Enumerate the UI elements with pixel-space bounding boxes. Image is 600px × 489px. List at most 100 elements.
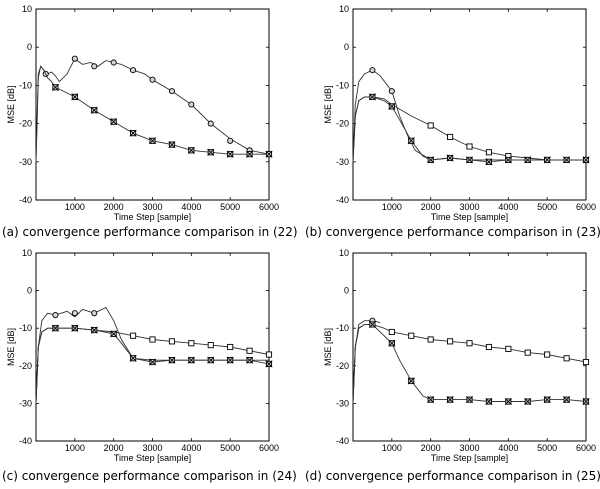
data-point-circle bbox=[91, 63, 98, 70]
marker-cross bbox=[465, 396, 474, 404]
y-tick-label: -20 bbox=[19, 119, 32, 129]
marker-cross bbox=[524, 156, 532, 164]
x-tick-label: 4000 bbox=[498, 202, 518, 212]
data-point-square bbox=[505, 345, 512, 352]
y-tick-label: -20 bbox=[19, 361, 32, 371]
x-tick-label: 4000 bbox=[181, 202, 201, 212]
chart-panel-1: 10 0 -10 -20 -30 -40 1000 2000 3000 4000 5000 6000 T… bbox=[305, 4, 600, 239]
marker-cross bbox=[148, 358, 157, 366]
data-point-circle bbox=[188, 101, 195, 108]
marker-cross bbox=[524, 398, 532, 406]
marker-cross bbox=[90, 106, 98, 114]
data-point-xsquare bbox=[446, 154, 454, 162]
marker-cross bbox=[246, 356, 254, 364]
chart-caption: (a) convergence performance comparison i… bbox=[2, 225, 298, 239]
y-tick-label: -40 bbox=[19, 436, 32, 446]
x-tick-label: 3000 bbox=[142, 443, 162, 453]
data-point-xsquare bbox=[265, 360, 273, 368]
marker-cross bbox=[563, 396, 571, 404]
data-point-square bbox=[466, 143, 473, 150]
data-point-square bbox=[582, 358, 590, 366]
data-point-xsquare bbox=[388, 102, 396, 110]
data-point-square bbox=[427, 122, 434, 129]
marker-cross bbox=[226, 356, 234, 364]
y-tick-label: 0 bbox=[27, 286, 32, 296]
x-tick-label: 1000 bbox=[65, 443, 85, 453]
data-point-xsquare bbox=[129, 354, 137, 362]
chart-caption: (d) convergence performance comparison i… bbox=[305, 469, 600, 483]
marker-cross bbox=[582, 156, 590, 164]
data-point-circle bbox=[52, 311, 59, 319]
data-point-square bbox=[485, 149, 492, 156]
data-point-xsquare bbox=[187, 356, 195, 364]
marker-cross bbox=[71, 324, 79, 332]
marker-cross bbox=[51, 83, 59, 91]
data-point-square bbox=[485, 343, 492, 351]
y-tick-label: -10 bbox=[336, 80, 349, 90]
data-point-xsquare bbox=[465, 396, 474, 404]
marker-cross bbox=[427, 396, 435, 404]
y-tick-label: -40 bbox=[336, 436, 349, 446]
x-tick-label: 3000 bbox=[142, 202, 162, 212]
marker-cross bbox=[226, 150, 234, 158]
data-point-xsquare bbox=[582, 156, 590, 164]
x-axis-label: Time Step [sample] bbox=[431, 453, 508, 463]
marker-cross bbox=[207, 148, 215, 156]
data-point-square bbox=[246, 347, 253, 354]
y-tick-label: -30 bbox=[336, 157, 349, 167]
marker-cross bbox=[427, 156, 435, 164]
data-point-xsquare bbox=[427, 156, 435, 164]
marker-cross bbox=[129, 129, 137, 137]
data-point-circle bbox=[91, 310, 98, 317]
y-tick-label: -10 bbox=[336, 323, 349, 333]
plot-frame bbox=[35, 8, 270, 201]
x-tick-label: 1000 bbox=[65, 202, 85, 212]
y-tick-label: 10 bbox=[339, 248, 349, 258]
data-point-xsquare bbox=[90, 106, 98, 114]
data-point-xsquare bbox=[265, 150, 273, 158]
data-point-xsquare bbox=[388, 339, 396, 347]
data-point-square bbox=[524, 349, 531, 356]
y-tick-label: -30 bbox=[336, 398, 349, 408]
data-point-xsquare bbox=[246, 150, 254, 158]
marker-cross bbox=[168, 356, 176, 364]
data-point-circle bbox=[149, 76, 156, 83]
y-tick-label: -10 bbox=[19, 323, 32, 333]
data-point-xsquare bbox=[129, 129, 137, 137]
x-tick-label: 5000 bbox=[220, 202, 240, 212]
data-point-xsquare bbox=[582, 398, 590, 406]
y-tick-label: -20 bbox=[336, 361, 349, 371]
plot-frame bbox=[35, 252, 270, 442]
x-tick-label: 5000 bbox=[537, 202, 557, 212]
series-line-circle bbox=[35, 58, 270, 162]
y-tick-label: -40 bbox=[336, 195, 349, 205]
marker-cross bbox=[207, 356, 215, 364]
data-point-xsquare bbox=[168, 356, 176, 364]
x-tick-label: 1000 bbox=[382, 202, 402, 212]
chart-panel-0: 10 0 -10 -20 -30 -40 1000 2000 3000 4000 5000 6000 T… bbox=[2, 4, 298, 239]
data-point-xsquare bbox=[110, 118, 118, 126]
marker-cross bbox=[388, 339, 396, 347]
x-tick-label: 6000 bbox=[259, 202, 279, 212]
data-point-xsquare bbox=[187, 146, 195, 154]
data-point-xsquare bbox=[504, 156, 512, 164]
data-point-square bbox=[130, 332, 137, 339]
y-axis-label: MSE [dB] bbox=[6, 328, 16, 366]
data-point-circle bbox=[71, 310, 78, 317]
marker-cross bbox=[446, 154, 454, 162]
marker-cross bbox=[563, 156, 571, 164]
data-point-xsquare bbox=[524, 156, 532, 164]
x-tick-label: 3000 bbox=[459, 443, 479, 453]
data-point-xsquare bbox=[427, 396, 435, 404]
data-point-xsquare bbox=[465, 156, 474, 164]
x-axis-label: Time Step [sample] bbox=[114, 212, 191, 222]
marker-cross bbox=[368, 93, 376, 101]
marker-cross bbox=[110, 330, 118, 338]
data-point-xsquare bbox=[368, 320, 376, 328]
data-point-square bbox=[563, 355, 570, 362]
y-tick-label: -10 bbox=[19, 80, 32, 90]
y-tick-label: 0 bbox=[27, 42, 32, 52]
data-point-xsquare bbox=[446, 396, 454, 404]
data-point-square bbox=[408, 332, 415, 339]
